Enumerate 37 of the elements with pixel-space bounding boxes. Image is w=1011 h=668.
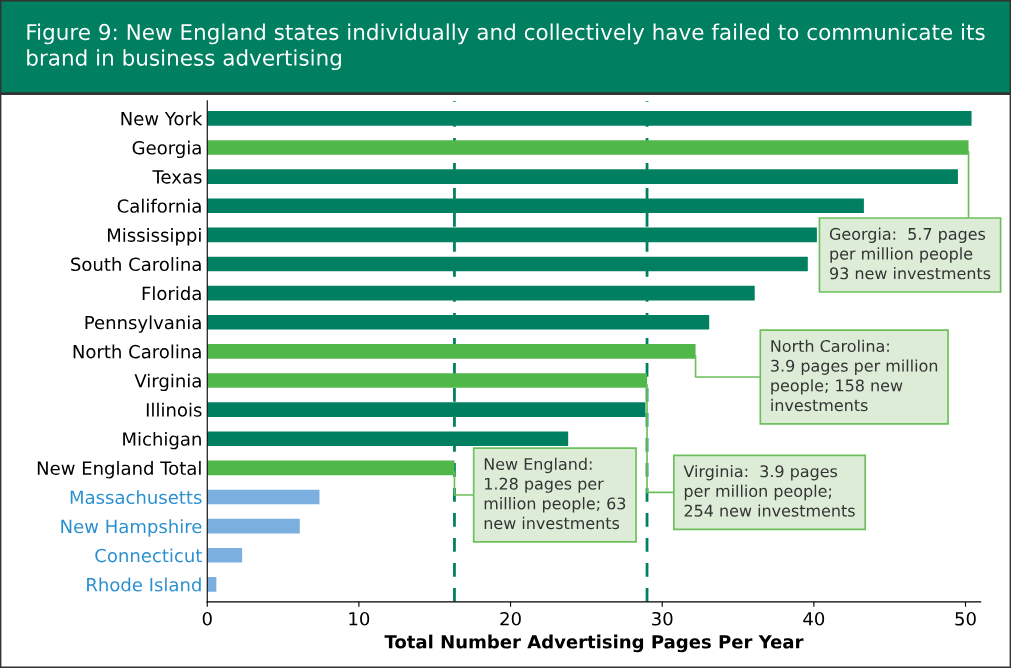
y-tick-label: New England Total <box>37 461 201 479</box>
y-tick-label: New York <box>121 111 203 126</box>
bar <box>207 344 696 359</box>
x-tick-label: 50 <box>955 611 976 626</box>
y-tick-label: Michigan <box>123 431 201 450</box>
bar <box>207 547 243 563</box>
y-tick-label: Pennsylvania <box>85 315 201 333</box>
bar <box>207 518 300 534</box>
y-tick-label: Connecticut <box>95 548 202 563</box>
x-tick-label: 40 <box>803 611 825 626</box>
y-tick-label: Illinois <box>146 402 202 417</box>
bar <box>207 489 320 505</box>
x-tick-label: 30 <box>652 611 673 626</box>
x-axis-title: Total Number Advertising Pages Per Year <box>384 634 804 653</box>
x-tick-label: 20 <box>500 611 521 626</box>
y-tick-label: Rhode Island <box>87 577 201 592</box>
annotation: North Carolina: 3.9 pages per million people; 158 new investments <box>771 339 938 412</box>
bar <box>207 577 217 592</box>
bar <box>207 140 969 155</box>
y-tick-label: North Carolina <box>73 344 201 359</box>
annotation: Georgia: 5.7 pages per million people 93 new investments <box>829 227 991 280</box>
y-tick-label: Georgia <box>132 140 201 159</box>
y-tick-label: Mississippi <box>107 228 201 246</box>
chart-title: Figure 9: New England states individually and collectively have failed to communicate its brand in business advertising <box>27 23 985 71</box>
annotation: Virginia: 3.9 pages per million people; 254 new investments <box>683 464 855 517</box>
y-tick-label: California <box>117 198 201 213</box>
y-tick-label: Massachusetts <box>70 490 202 505</box>
x-tick-label: 0 <box>202 611 212 626</box>
y-tick-label: New Hampshire <box>61 519 202 537</box>
y-tick-label: Florida <box>142 286 201 301</box>
y-tick-label: South Carolina <box>71 257 201 272</box>
x-tick-label: 10 <box>349 611 370 626</box>
y-tick-label: Texas <box>152 170 202 184</box>
bar <box>207 460 455 476</box>
y-tick-label: Virginia <box>134 373 201 392</box>
bar <box>207 373 648 388</box>
annotation: New England: 1.28 pages per million people; 63 new investments <box>484 457 626 530</box>
